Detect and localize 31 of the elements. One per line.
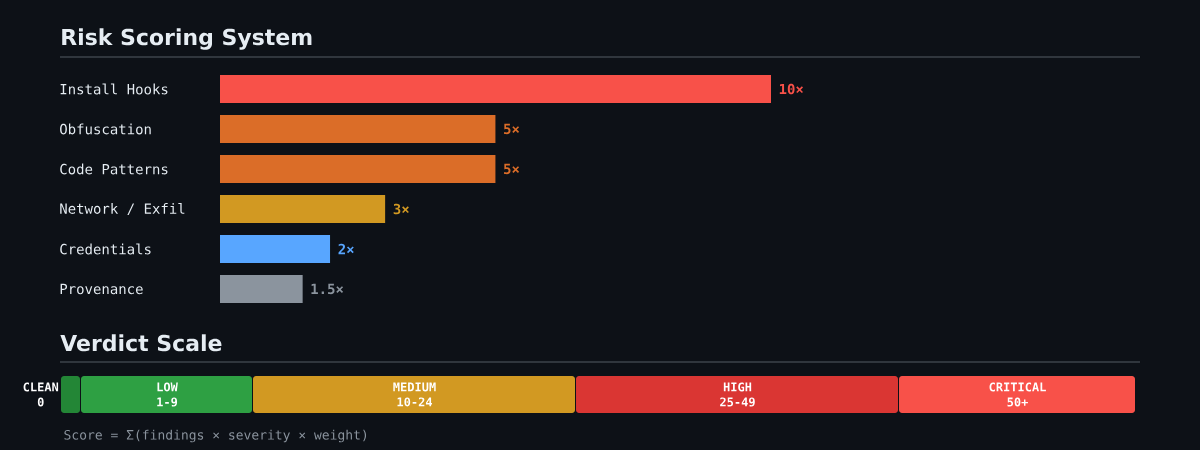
data-label: 1.5× bbox=[311, 283, 344, 295]
text: 0 bbox=[37, 397, 44, 407]
bar bbox=[220, 155, 496, 183]
y-tick-label: Obfuscation bbox=[60, 123, 151, 135]
text: Score = Σ(findings × severity × weight) bbox=[64, 429, 367, 443]
data-label: 2× bbox=[338, 243, 354, 255]
y-tick-label: Credentials bbox=[60, 243, 151, 255]
data-label: 3× bbox=[393, 203, 409, 215]
category-label: MEDIUM bbox=[393, 382, 436, 392]
text: 10-24 bbox=[397, 397, 433, 407]
data-label: 10× bbox=[779, 83, 803, 95]
y-tick-label: Install Hooks bbox=[60, 83, 168, 95]
text: Verdict Scale bbox=[60, 334, 222, 352]
y-tick-label: Code Patterns bbox=[60, 163, 168, 175]
bar bbox=[220, 235, 331, 263]
bar bbox=[220, 75, 772, 103]
bar bbox=[220, 275, 303, 303]
data-label: 5× bbox=[504, 123, 520, 135]
category-label: CLEAN bbox=[23, 382, 59, 392]
category-label: CRITICAL bbox=[989, 382, 1046, 392]
category-label: HIGH bbox=[723, 382, 752, 392]
data-label: 5× bbox=[504, 163, 520, 175]
bar bbox=[220, 115, 496, 143]
y-tick-label: Provenance bbox=[60, 283, 143, 295]
chart-title: Risk Scoring System bbox=[62, 28, 312, 50]
text: 25-49 bbox=[720, 397, 755, 407]
text: 50+ bbox=[1007, 397, 1028, 407]
bar bbox=[220, 195, 386, 223]
y-tick-label: Network / Exfil bbox=[60, 202, 185, 216]
category-label: LOW bbox=[157, 382, 178, 392]
text: 1-9 bbox=[157, 397, 178, 407]
